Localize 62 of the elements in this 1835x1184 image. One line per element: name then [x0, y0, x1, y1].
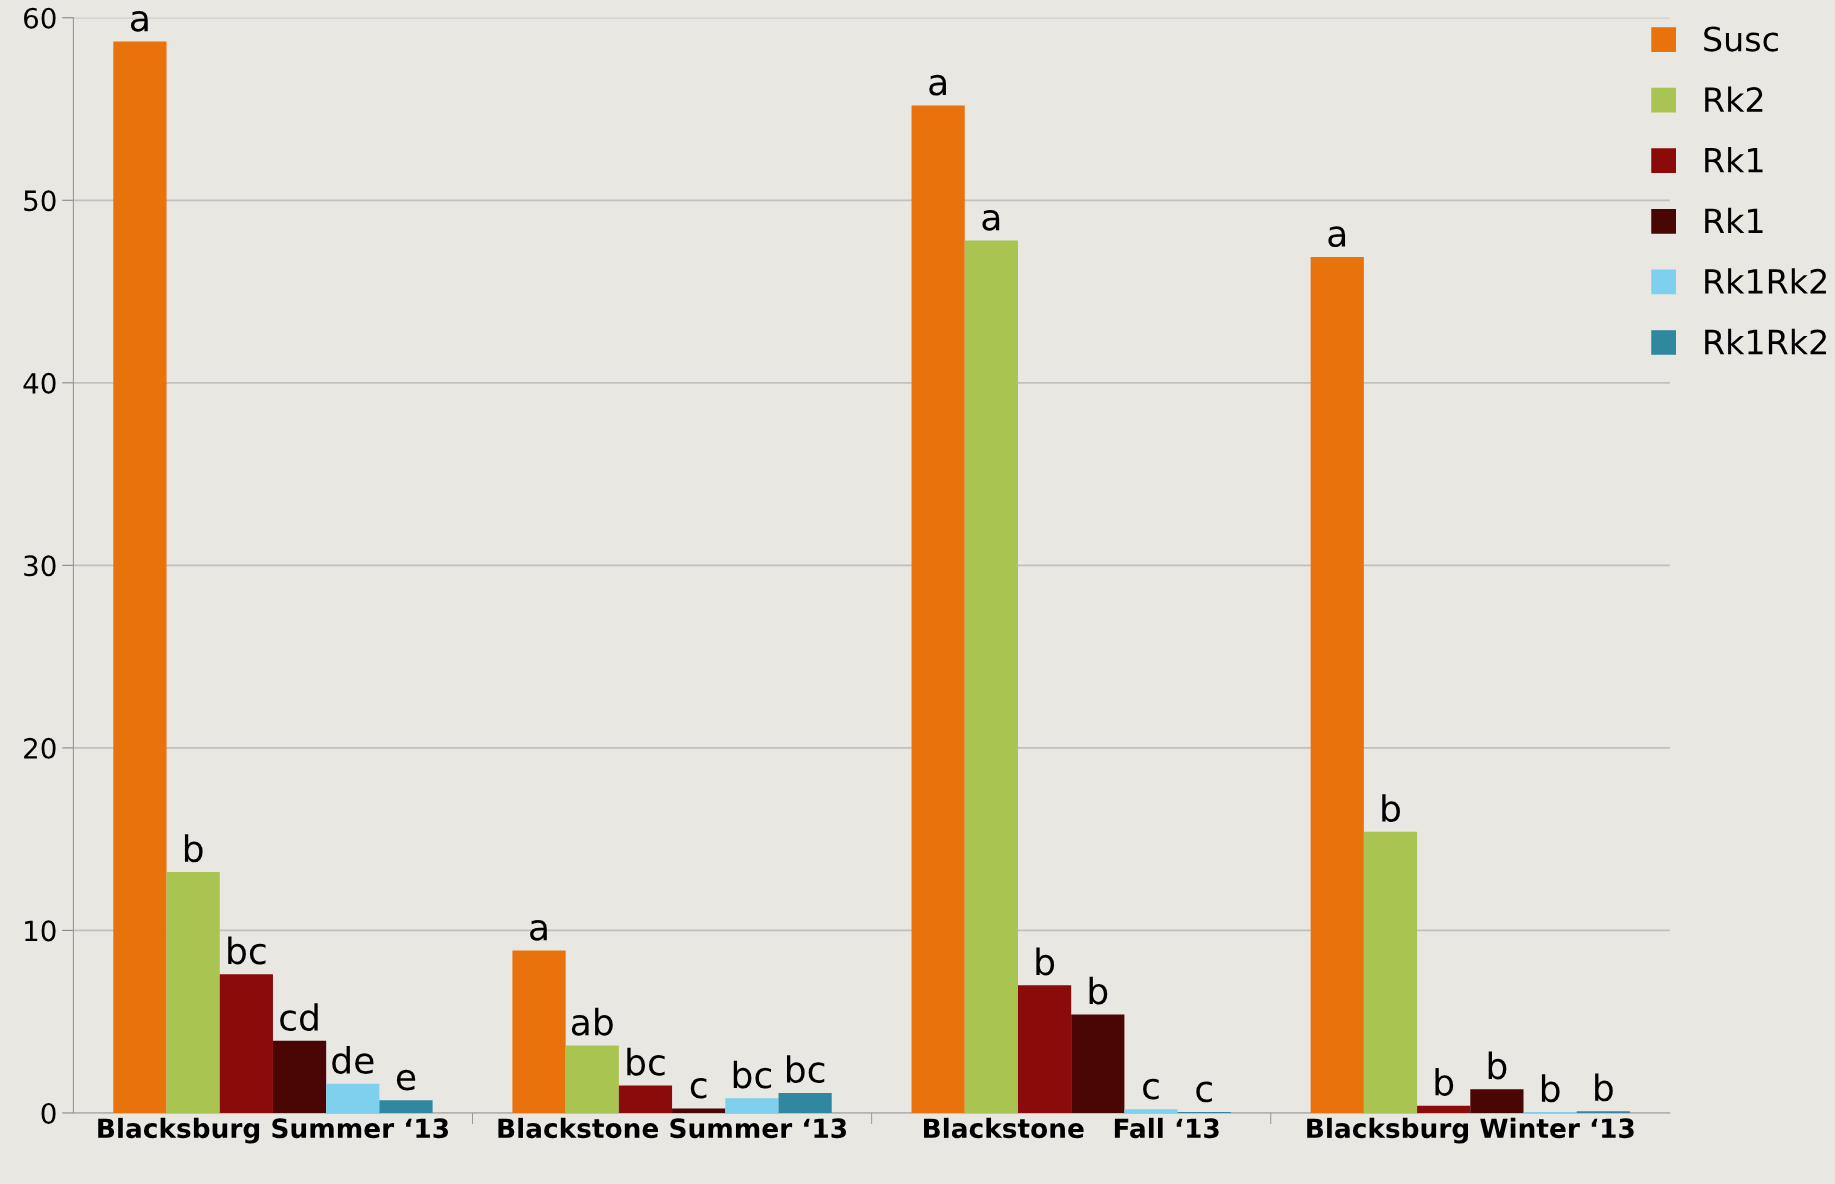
bar — [1417, 1105, 1471, 1113]
data-label: c — [1196, 1081, 1212, 1103]
bar — [166, 872, 220, 1113]
legend-label: Rk1Rk2 — [1705, 328, 1826, 355]
bar — [272, 1040, 327, 1113]
x-tick-label: Blackstone Fall ‘13 — [924, 1117, 1219, 1139]
data-label: b — [1036, 947, 1055, 976]
bar — [778, 1092, 832, 1113]
data-label: bc — [733, 1060, 772, 1089]
bar — [725, 1098, 779, 1113]
data-label: ab — [571, 1007, 613, 1036]
data-label: cd — [280, 1003, 318, 1032]
x-tick-label: Blacksburg Winter ‘13 — [1307, 1117, 1634, 1144]
y-tick-label: 0 — [41, 1102, 56, 1124]
y-tick-label: 10 — [25, 920, 56, 942]
bar — [512, 950, 566, 1113]
bar — [1470, 1089, 1524, 1113]
data-label: a — [1328, 226, 1346, 248]
data-label: a — [131, 10, 148, 32]
legend-label: Rk2 — [1705, 86, 1763, 112]
data-label: bc — [786, 1055, 825, 1084]
y-tick-label: 50 — [24, 190, 56, 212]
data-label: b — [1488, 1051, 1507, 1080]
y-tick-label: 40 — [23, 372, 56, 394]
data-label: a — [929, 74, 946, 96]
y-tick-label: 60 — [24, 7, 56, 29]
data-label: e — [396, 1069, 416, 1091]
bar — [1071, 1014, 1125, 1113]
data-label: de — [332, 1046, 374, 1074]
data-label: bc — [228, 936, 266, 965]
legend-label: Rk1Rk2 — [1705, 268, 1826, 294]
legend-label: Rk1 — [1705, 207, 1763, 233]
data-label: b — [1089, 976, 1108, 1005]
data-label: a — [530, 920, 547, 941]
bar — [964, 240, 1018, 1113]
bar — [672, 1108, 726, 1113]
data-label: b — [1435, 1067, 1454, 1096]
data-label: bc — [627, 1047, 665, 1076]
bar — [1124, 1109, 1178, 1113]
bar — [618, 1085, 673, 1113]
legend-label: Susc — [1704, 26, 1778, 52]
bar — [1310, 256, 1364, 1113]
data-label: b — [1382, 794, 1400, 823]
data-label: b — [184, 834, 203, 863]
data-label: a — [982, 209, 1000, 231]
x-tick-label: Blackstone Summer ‘13 — [498, 1117, 847, 1139]
bar — [1017, 985, 1072, 1113]
bar — [911, 105, 965, 1113]
bar — [326, 1083, 380, 1113]
data-label: b — [1595, 1073, 1613, 1102]
bar — [113, 41, 167, 1113]
data-label: c — [1143, 1078, 1159, 1100]
bar — [565, 1045, 619, 1113]
y-tick-label: 20 — [24, 737, 56, 759]
y-tick-label: 30 — [24, 555, 56, 577]
legend-label: Rk1 — [1705, 147, 1763, 173]
bar — [1363, 831, 1418, 1113]
bar — [219, 974, 273, 1113]
data-label: c — [690, 1077, 707, 1099]
data-label: b — [1541, 1074, 1560, 1103]
bar — [379, 1100, 433, 1113]
x-tick-label: Blacksburg Summer ‘13 — [98, 1117, 448, 1144]
